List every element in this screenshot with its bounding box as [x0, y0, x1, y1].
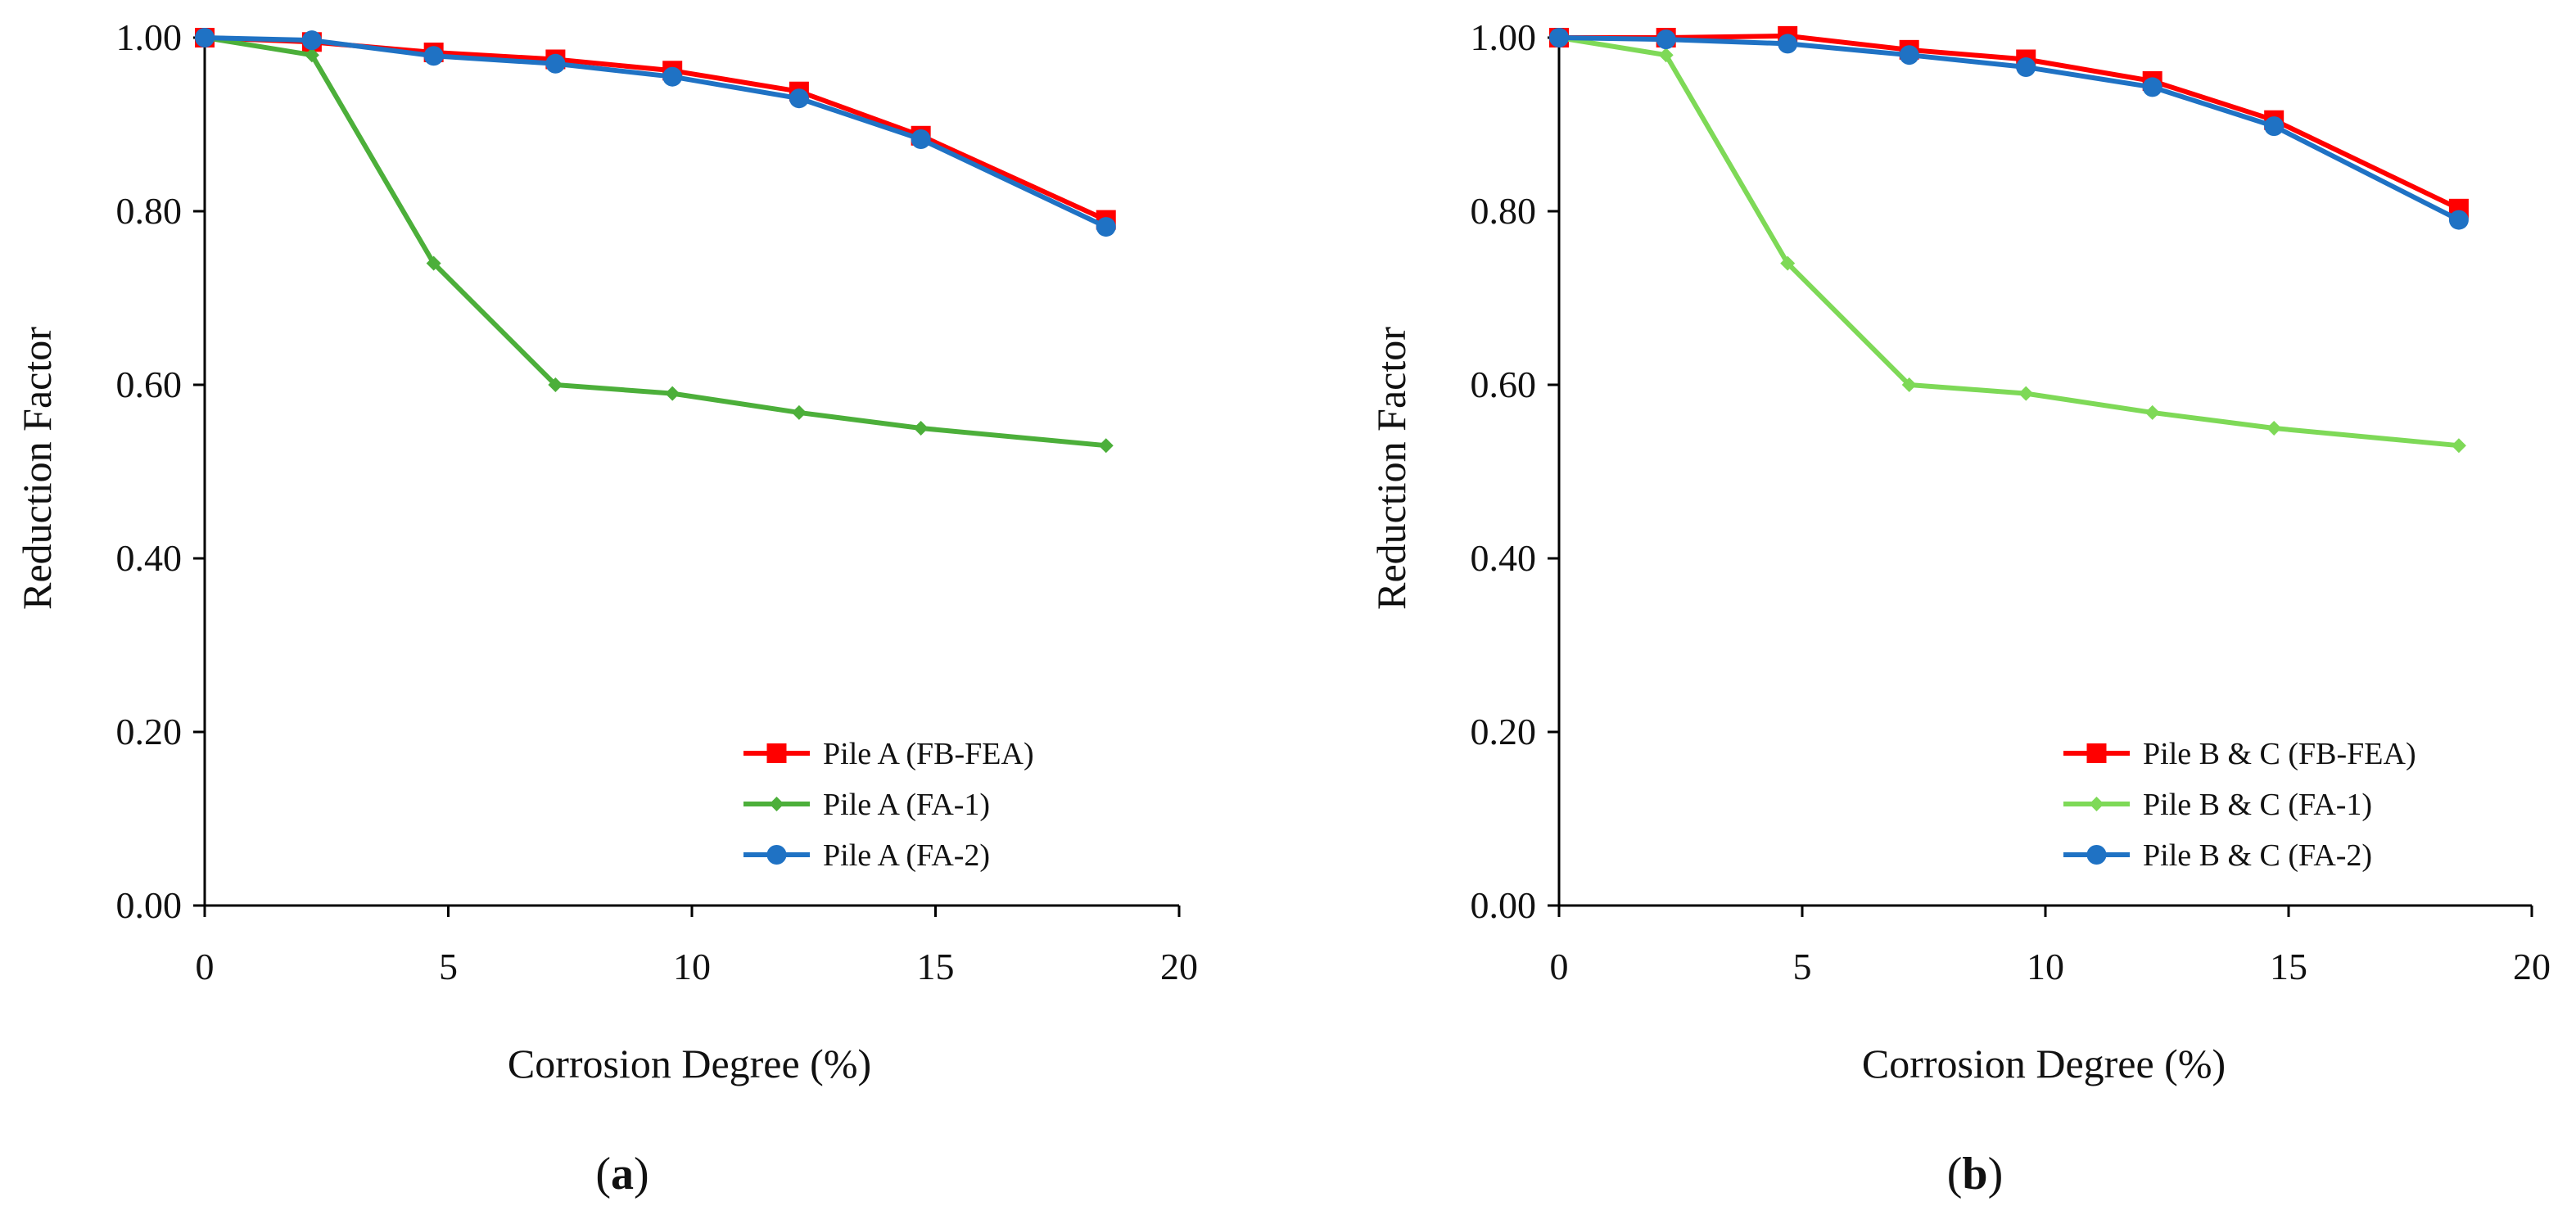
plot-area-b: 0.00 0.20 0.40 0.60 0.80 1.00 0 5 10 15 20 Pile B &… — [1471, 16, 2551, 987]
data-point-1-1 — [1658, 47, 1674, 63]
x-tick-label: 20 — [2513, 946, 2551, 987]
series-line-2 — [204, 35, 1108, 229]
data-point-2-4 — [662, 66, 683, 87]
legend-marker — [2086, 845, 2107, 865]
data-point-1-2 — [1780, 255, 1796, 271]
panel-label-letter: a — [611, 1149, 634, 1199]
data-point-1-7 — [2451, 438, 2466, 454]
x-tick-label: 20 — [1160, 946, 1198, 987]
legend-label: Pile A (FA-1) — [823, 788, 990, 822]
x-tick-label: 15 — [917, 946, 955, 987]
data-point-2-5 — [2142, 77, 2162, 97]
x-axis-label: Corrosion Degree (%) — [1862, 1041, 2226, 1086]
legend-marker — [2089, 797, 2104, 811]
panel-label: (a) — [595, 1149, 649, 1199]
data-point-2-0 — [195, 28, 215, 47]
data-point-2-2 — [1778, 34, 1798, 54]
data-point-2-7 — [2448, 210, 2469, 230]
series-line-1 — [204, 35, 1107, 449]
x-tick-label: 5 — [439, 946, 458, 987]
data-point-1-2 — [426, 255, 441, 271]
data-point-1-7 — [1098, 438, 1114, 454]
legend-label: Pile B & C (FA-2) — [2143, 838, 2372, 873]
y-tick-label: 1.00 — [116, 16, 183, 58]
legend: Pile B & C (FB-FEA) Pile B & C (FA-1) Pile… — [2063, 737, 2416, 873]
data-point-1-4 — [665, 386, 680, 401]
data-point-2-0 — [1549, 28, 1569, 47]
legend-label: Pile B & C (FA-1) — [2143, 788, 2372, 822]
legend-marker — [766, 845, 787, 865]
series-line-0 — [1559, 33, 2461, 211]
x-tick-label: 0 — [1550, 946, 1569, 987]
series-line-0 — [204, 35, 1107, 223]
x-tick-label: 10 — [673, 946, 711, 987]
y-tick-label: 0.00 — [116, 884, 183, 926]
panel-label-letter: b — [1962, 1149, 1987, 1199]
y-tick-label: 0.80 — [116, 190, 183, 232]
legend-label: Pile A (FA-2) — [823, 838, 990, 873]
data-point-1-4 — [2018, 386, 2034, 401]
chart-panel-b: 0.00 0.20 0.40 0.60 0.80 1.00 0 5 10 15 20 Pile B &… — [1368, 16, 2551, 1199]
data-point-2-1 — [301, 30, 322, 51]
chart-panel-a: 0.00 0.20 0.40 0.60 0.80 1.00 0 5 10 15 20 Pile A (… — [14, 16, 1198, 1199]
legend-marker — [2086, 743, 2107, 763]
legend-marker — [766, 743, 787, 763]
data-point-2-3 — [1899, 45, 1919, 65]
x-tick-label: 5 — [1793, 946, 1812, 987]
x-axis-label: Corrosion Degree (%) — [508, 1041, 871, 1086]
data-point-2-3 — [545, 53, 566, 74]
data-point-1-3 — [548, 377, 563, 392]
legend: Pile A (FB-FEA) Pile A (FA-1) Pile A (FA-2… — [743, 737, 1034, 873]
data-point-2-1 — [1656, 29, 1676, 50]
legend-marker — [769, 797, 784, 811]
plot-area-a: 0.00 0.20 0.40 0.60 0.80 1.00 0 5 10 15 20 Pile A (… — [116, 16, 1199, 987]
data-point-1-1 — [304, 47, 319, 63]
x-tick-label: 10 — [2027, 946, 2064, 987]
data-point-2-2 — [423, 46, 444, 66]
y-axis-label: Reduction Factor — [14, 327, 60, 610]
y-tick-label: 0.20 — [116, 711, 183, 752]
data-point-2-5 — [789, 88, 809, 109]
data-point-1-5 — [791, 404, 807, 420]
y-tick-label: 0.40 — [116, 537, 183, 579]
legend-label: Pile A (FB-FEA) — [823, 737, 1034, 771]
y-axis-label: Reduction Factor — [1368, 327, 1414, 610]
data-point-2-6 — [911, 129, 931, 150]
y-tick-label: 0.00 — [1471, 884, 1537, 926]
y-tick-label: 1.00 — [1471, 16, 1537, 58]
series-line-1 — [1558, 35, 2460, 449]
y-tick-label: 0.20 — [1471, 711, 1537, 752]
y-tick-label: 0.80 — [1471, 190, 1537, 232]
data-point-1-3 — [1901, 377, 1917, 392]
data-point-1-6 — [2266, 421, 2282, 436]
y-tick-label: 0.60 — [116, 364, 183, 405]
panel-label: (b) — [1947, 1149, 2003, 1199]
data-point-2-7 — [1096, 217, 1116, 237]
series-line-2 — [1558, 35, 2461, 223]
data-point-2-4 — [2016, 57, 2036, 78]
data-point-1-6 — [913, 421, 929, 436]
x-tick-label: 0 — [196, 946, 215, 987]
legend-label: Pile B & C (FB-FEA) — [2143, 737, 2416, 771]
y-tick-label: 0.40 — [1471, 537, 1537, 579]
x-tick-label: 15 — [2270, 946, 2307, 987]
data-point-1-5 — [2144, 404, 2160, 420]
data-point-2-6 — [2264, 116, 2285, 137]
y-tick-label: 0.60 — [1471, 364, 1537, 405]
